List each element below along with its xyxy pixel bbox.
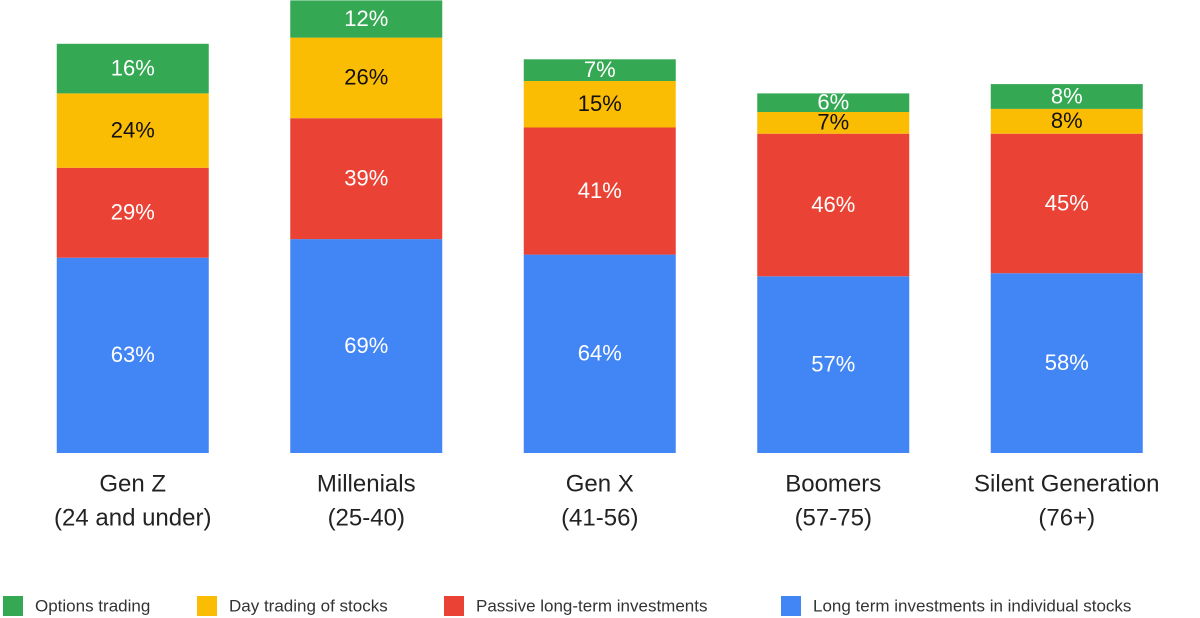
bar-segment [523, 254, 676, 453]
bar-segment [523, 127, 676, 255]
value-label: 39% [344, 165, 388, 190]
value-label: 8% [1051, 108, 1083, 133]
bar-segment [990, 133, 1143, 274]
x-tick-label: Millenials [317, 470, 416, 497]
legend-swatch [3, 596, 23, 616]
legend-label: Long term investments in individual stoc… [813, 596, 1131, 615]
value-label: 57% [811, 351, 855, 376]
bar-segment [757, 93, 910, 112]
bar-segment [990, 108, 1143, 134]
value-label: 16% [111, 55, 155, 80]
value-label: 26% [344, 65, 388, 90]
value-label: 64% [578, 341, 622, 366]
bar-segment [523, 81, 676, 128]
x-tick-label: (25-40) [328, 504, 405, 531]
bar-segment [757, 133, 910, 277]
value-label: 45% [1045, 190, 1089, 215]
bar-segment [56, 93, 209, 168]
legend-swatch [444, 596, 464, 616]
value-label: 24% [111, 117, 155, 142]
bar-segment [290, 239, 443, 453]
legend-label: Day trading of stocks [229, 596, 388, 615]
value-label: 46% [811, 192, 855, 217]
bar-segment [990, 273, 1143, 453]
bar-segment [56, 43, 209, 94]
bar-segment [523, 59, 676, 81]
x-tick-label: (57-75) [795, 504, 872, 531]
x-tick-label: (76+) [1038, 504, 1095, 531]
bar-segment [990, 84, 1143, 109]
legend-swatch [197, 596, 217, 616]
value-label: 15% [578, 91, 622, 116]
x-tick-label: Boomers [785, 470, 881, 497]
x-tick-label: Gen X [566, 470, 634, 497]
value-label: 7% [817, 110, 849, 135]
x-tick-label: (41-56) [561, 504, 638, 531]
bar-segment [290, 37, 443, 119]
x-tick-label: Gen Z [99, 470, 166, 497]
value-label: 63% [111, 342, 155, 367]
bar-segment [757, 276, 910, 453]
value-label: 12% [344, 6, 388, 31]
value-label: 41% [578, 178, 622, 203]
legend-swatch [781, 596, 801, 616]
value-label: 58% [1045, 350, 1089, 375]
value-label: 6% [817, 90, 849, 115]
bar-segment [56, 257, 209, 453]
value-label: 7% [584, 57, 616, 82]
x-tick-label: (24 and under) [54, 504, 211, 531]
bar-segment [290, 118, 443, 240]
x-tick-label: Silent Generation [974, 470, 1159, 497]
bar-segment [56, 167, 209, 258]
legend-label: Passive long-term investments [476, 596, 707, 615]
legend-label: Options trading [35, 596, 150, 615]
value-label: 8% [1051, 83, 1083, 108]
value-label: 69% [344, 333, 388, 358]
bar-segment [757, 112, 910, 134]
value-label: 29% [111, 200, 155, 225]
bar-segment [290, 0, 443, 38]
